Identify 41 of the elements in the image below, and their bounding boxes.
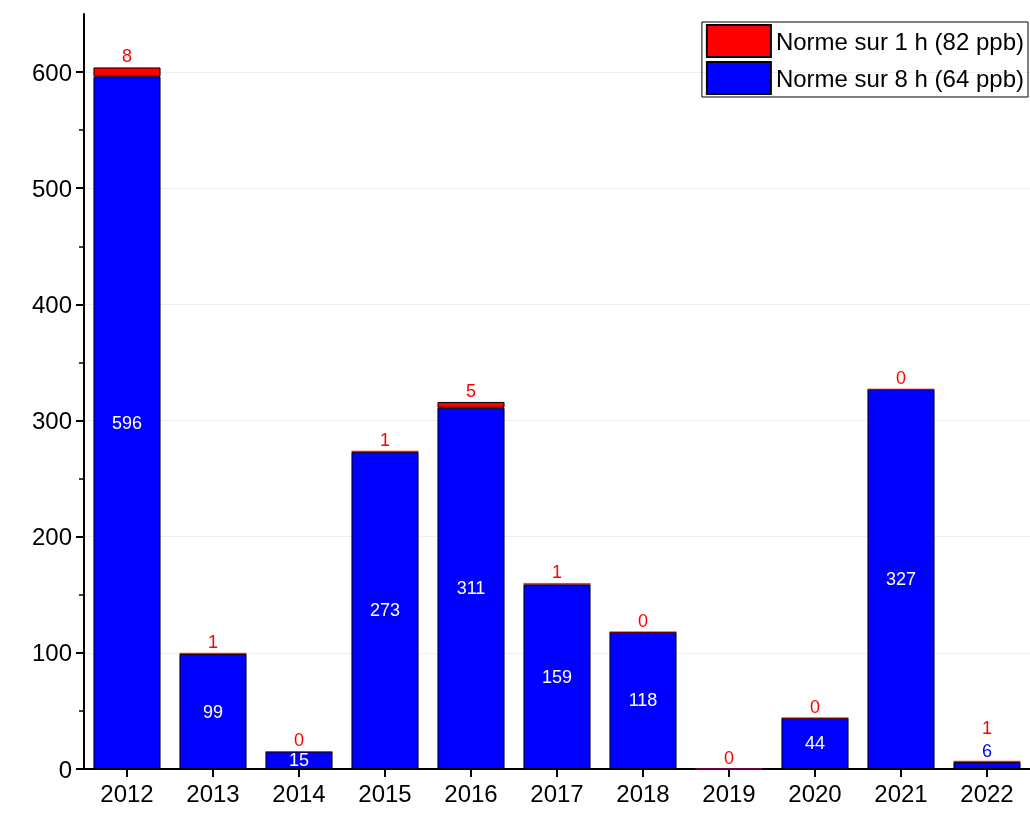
data-label: 0	[723, 747, 735, 768]
x-tick-label: 2016	[444, 779, 498, 807]
x-tick-label: 2015	[358, 779, 412, 807]
data-label: 1	[379, 429, 391, 450]
data-label: 0	[293, 730, 305, 751]
legend-label: Norme sur 1 h (82 ppb)	[775, 27, 1024, 55]
data-label: 0	[637, 610, 649, 631]
x-tick-label: 2022	[960, 779, 1014, 807]
y-tick-label: 200	[31, 523, 72, 551]
x-tick-label: 2017	[530, 779, 584, 807]
x-tick-label: 2021	[874, 779, 928, 807]
x-tick-label: 2014	[272, 779, 326, 807]
x-tick-label: 2013	[186, 779, 240, 807]
x-tick-label: 2018	[616, 779, 670, 807]
data-label: 1	[207, 631, 219, 652]
y-tick-label: 100	[31, 639, 72, 667]
data-label: 5	[465, 380, 477, 401]
data-label: 0	[809, 696, 821, 717]
data-label: 8	[121, 46, 133, 67]
data-label: 327	[885, 569, 917, 590]
data-label: 273	[369, 600, 401, 621]
data-label: 99	[202, 701, 224, 722]
data-label: 15	[288, 750, 310, 771]
y-tick-label: 300	[31, 407, 72, 435]
data-label: 118	[628, 690, 658, 711]
y-tick-label: 500	[31, 174, 72, 202]
data-label: 44	[804, 733, 826, 754]
x-tick-label: 2020	[788, 779, 842, 807]
x-tick-label: 2019	[702, 779, 756, 807]
data-label: 0	[895, 367, 907, 388]
data-label: 6	[981, 741, 993, 762]
data-label: 1	[551, 562, 563, 583]
data-label: 311	[456, 578, 486, 599]
x-tick-label: 2012	[100, 779, 154, 807]
data-label: 159	[541, 666, 573, 687]
data-label: 1	[981, 717, 993, 738]
y-tick-label: 400	[31, 290, 72, 318]
data-label: 596	[111, 412, 143, 433]
y-tick-label: 0	[58, 755, 72, 783]
legend-label: Norme sur 8 h (64 ppb)	[775, 64, 1024, 92]
y-tick-label: 600	[31, 58, 72, 86]
